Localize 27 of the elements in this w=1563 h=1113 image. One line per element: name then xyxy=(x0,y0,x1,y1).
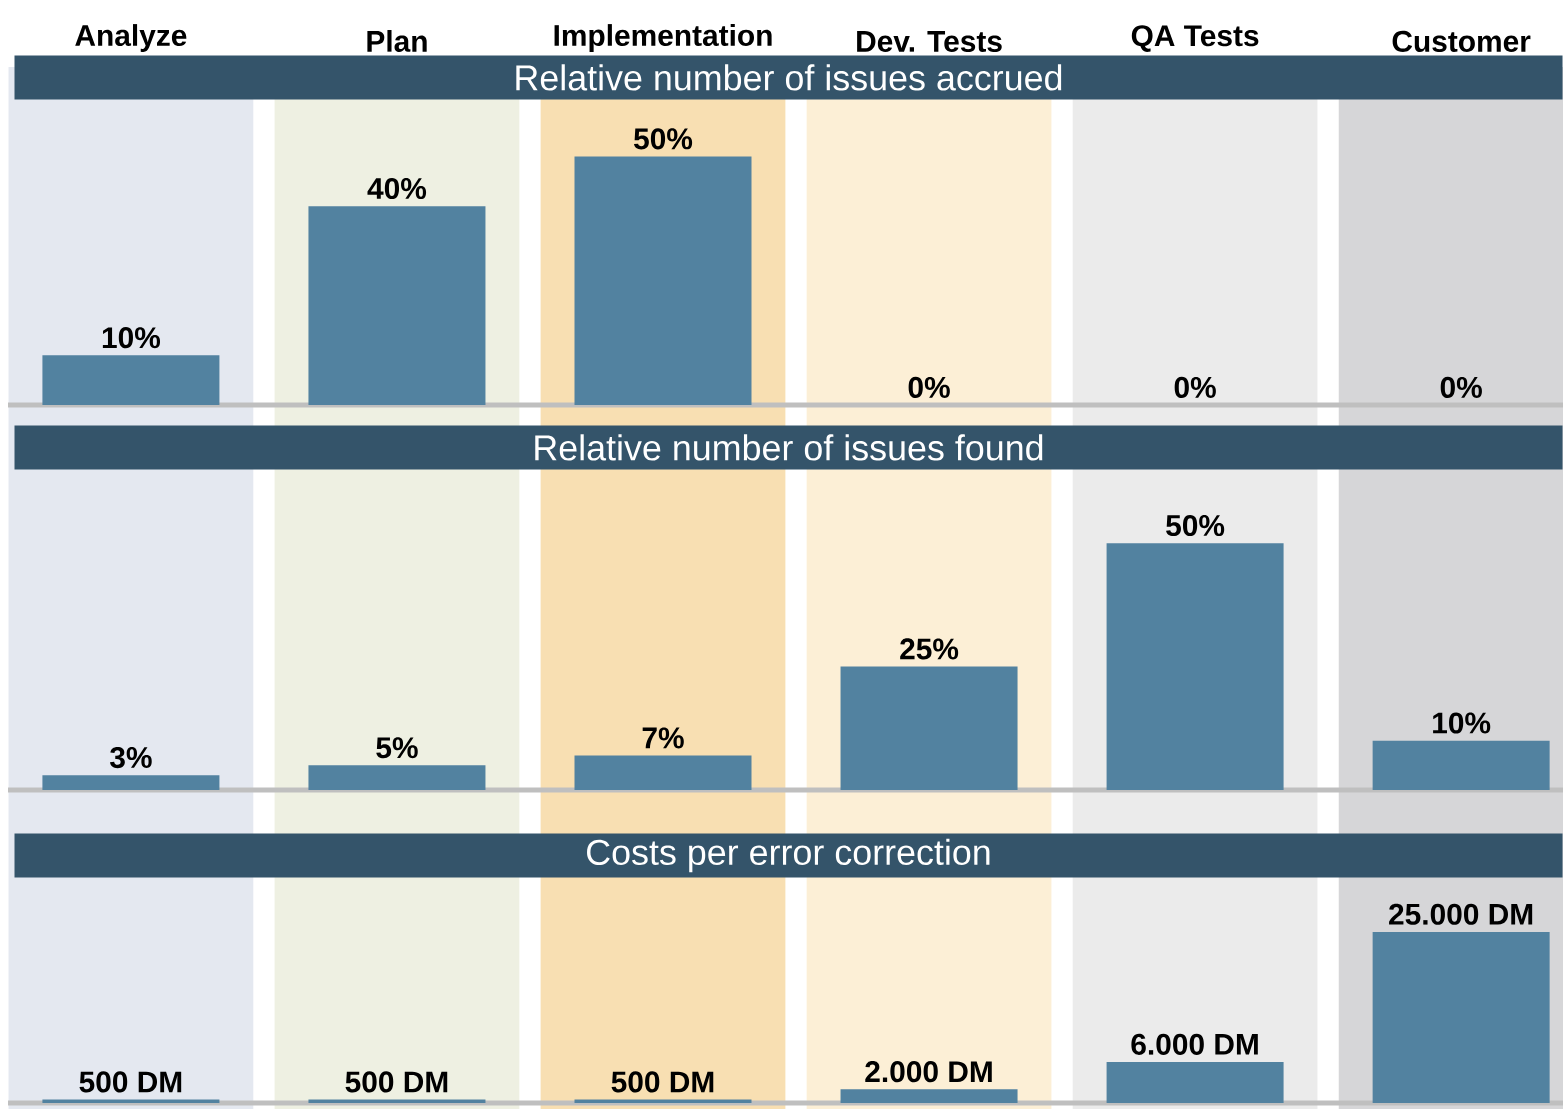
data-label: 0% xyxy=(908,376,950,398)
data-label: 10% xyxy=(1433,712,1491,734)
data-label: 25% xyxy=(900,638,959,660)
x-tick-label: Customer xyxy=(1392,30,1531,52)
data-label: 3% xyxy=(110,746,152,769)
data-label: 5% xyxy=(376,737,418,759)
data-label: 500 DM xyxy=(611,1071,714,1093)
data-label: 25.000 DM xyxy=(1389,903,1533,925)
data-label: 500 DM xyxy=(79,1071,182,1093)
chart-title: Relative number of issues found xyxy=(535,434,1043,461)
x-tick-label: Dev. Tests xyxy=(857,31,1002,52)
x-tick-label: Plan xyxy=(367,30,427,52)
x-tick-label: Implementation xyxy=(554,24,772,52)
x-tick-label: Analyze xyxy=(75,24,187,52)
data-label: 2.000 DM xyxy=(865,1061,992,1083)
chart-title: Costs per error correction xyxy=(587,838,990,873)
data-label: 500 DM xyxy=(345,1071,448,1093)
data-label: 50% xyxy=(1166,514,1225,537)
data-label: 10% xyxy=(102,327,161,349)
data-label: 40% xyxy=(367,177,427,200)
x-tick-label: QA Tests xyxy=(1131,25,1259,52)
data-label: 6.000 DM xyxy=(1131,1033,1258,1055)
data-label: 50% xyxy=(634,128,693,150)
data-label: 7% xyxy=(642,727,684,749)
data-label: 0% xyxy=(1174,376,1216,398)
chart-title: Relative number of issues accrued xyxy=(516,64,1062,91)
data-label: 0% xyxy=(1440,376,1482,398)
